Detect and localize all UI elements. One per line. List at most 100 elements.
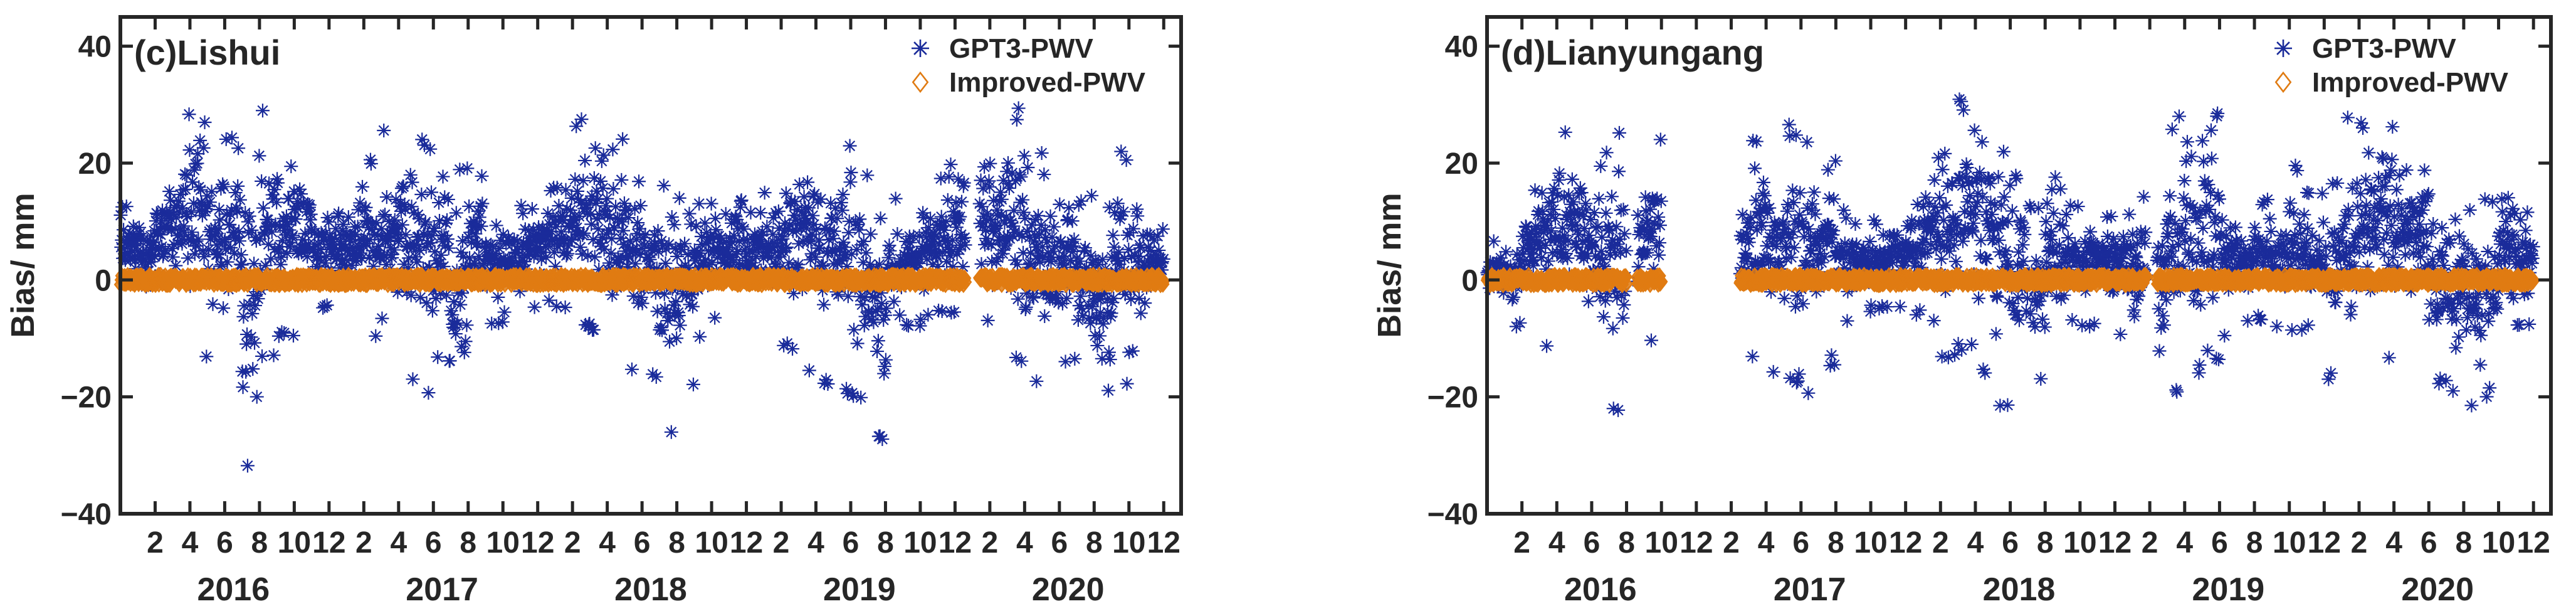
- gpt3-point: [2316, 215, 2330, 230]
- gpt3-point: [2178, 234, 2192, 248]
- gpt3-point: [924, 236, 938, 251]
- gpt3-point: [258, 226, 272, 241]
- gpt3-point: [984, 212, 998, 226]
- gpt3-point: [727, 229, 741, 243]
- gpt3-point: [806, 208, 820, 223]
- gpt3-point: [872, 257, 886, 272]
- gpt3-point: [609, 199, 623, 214]
- gpt3-point: [1032, 248, 1046, 262]
- gpt3-point: [937, 231, 951, 245]
- legend-improved-label: Improved-PWV: [949, 67, 1146, 98]
- gpt3-point: [1989, 327, 2003, 341]
- gpt3-point: [193, 133, 208, 147]
- gpt3-point: [1817, 250, 1832, 264]
- gpt3-point: [704, 196, 718, 211]
- gpt3-point: [291, 201, 305, 216]
- gpt3-point: [925, 257, 940, 272]
- gpt3-point: [760, 220, 774, 234]
- gpt3-point: [999, 237, 1013, 252]
- gpt3-point: [596, 148, 611, 162]
- gpt3-point: [1784, 231, 1798, 245]
- gpt3-point: [946, 260, 960, 274]
- gpt3-point: [1617, 226, 1632, 241]
- gpt3-point: [797, 208, 812, 223]
- gpt3-point: [218, 242, 233, 257]
- gpt3-point: [755, 238, 770, 253]
- gpt3-point: [263, 252, 278, 266]
- gpt3-point: [1002, 181, 1016, 196]
- gpt3-point: [436, 169, 450, 184]
- gpt3-point: [980, 207, 994, 221]
- gpt3-point: [2106, 231, 2121, 246]
- gpt3-point: [1098, 286, 1112, 300]
- gpt3-point: [201, 199, 215, 213]
- gpt3-point: [1592, 191, 1606, 206]
- gpt3-point: [2290, 163, 2305, 178]
- gpt3-point: [989, 254, 1004, 268]
- gpt3-point: [313, 242, 328, 257]
- gpt3-point: [258, 258, 273, 273]
- gpt3-point: [357, 203, 372, 218]
- gpt3-point: [2192, 358, 2207, 372]
- gpt3-point: [237, 299, 251, 313]
- gpt3-point: [1972, 291, 1986, 305]
- gpt3-point: [280, 246, 294, 260]
- gpt3-point: [870, 302, 885, 317]
- gpt3-point: [769, 260, 784, 274]
- gpt3-point: [2063, 198, 2078, 213]
- x-tick-label: 2: [564, 526, 581, 560]
- gpt3-point: [782, 218, 797, 232]
- gpt3-point: [1112, 245, 1126, 259]
- gpt3-point: [1808, 207, 1822, 221]
- gpt3-point: [955, 260, 970, 274]
- x-tick-label: 6: [1051, 526, 1068, 560]
- gpt3-point: [317, 299, 332, 314]
- gpt3-point: [1046, 244, 1061, 258]
- gpt3-point: [427, 221, 441, 235]
- gpt3-point: [1869, 217, 1883, 231]
- gpt3-point: [1000, 164, 1014, 179]
- gpt3-point: [671, 308, 686, 322]
- gpt3-point: [835, 203, 849, 218]
- gpt3-point: [2017, 227, 2032, 242]
- gpt3-point: [936, 218, 950, 233]
- gpt3-point: [196, 141, 211, 155]
- gpt3-point: [319, 250, 334, 264]
- gpt3-point: [216, 301, 231, 316]
- gpt3-point: [1005, 166, 1019, 180]
- gpt3-point: [641, 250, 656, 265]
- gpt3-point: [645, 243, 660, 258]
- gpt3-point: [577, 226, 591, 240]
- gpt3-point: [208, 229, 222, 243]
- gpt3-point: [1102, 200, 1117, 215]
- gpt3-point: [698, 253, 713, 267]
- gpt3-point: [167, 238, 181, 252]
- gpt3-point: [1983, 176, 1997, 191]
- gpt3-point: [2157, 318, 2171, 332]
- gpt3-point: [537, 245, 551, 260]
- gpt3-point: [463, 251, 477, 265]
- gpt3-point: [634, 290, 648, 304]
- gpt3-point: [330, 247, 345, 261]
- gpt3-point: [169, 210, 184, 225]
- gpt3-point: [1619, 243, 1634, 258]
- gpt3-point: [667, 218, 681, 232]
- gpt3-point: [1001, 156, 1016, 170]
- gpt3-point: [1505, 292, 1520, 307]
- gpt3-point: [433, 287, 448, 301]
- gpt3-point: [1596, 310, 1611, 324]
- gpt3-point: [374, 249, 388, 263]
- gpt3-point: [1599, 206, 1613, 220]
- gpt3-point: [844, 247, 859, 262]
- gpt3-point: [182, 143, 197, 157]
- gpt3-point: [216, 177, 230, 191]
- gpt3-point: [1558, 125, 1572, 139]
- gpt3-point: [332, 261, 347, 275]
- gpt3-point: [1990, 290, 2004, 304]
- gpt3-point: [1931, 228, 1945, 242]
- gpt3-point: [318, 256, 332, 270]
- gpt3-point: [421, 386, 436, 400]
- gpt3-point: [255, 174, 269, 188]
- gpt3-point: [1138, 296, 1152, 311]
- gpt3-point: [684, 217, 698, 231]
